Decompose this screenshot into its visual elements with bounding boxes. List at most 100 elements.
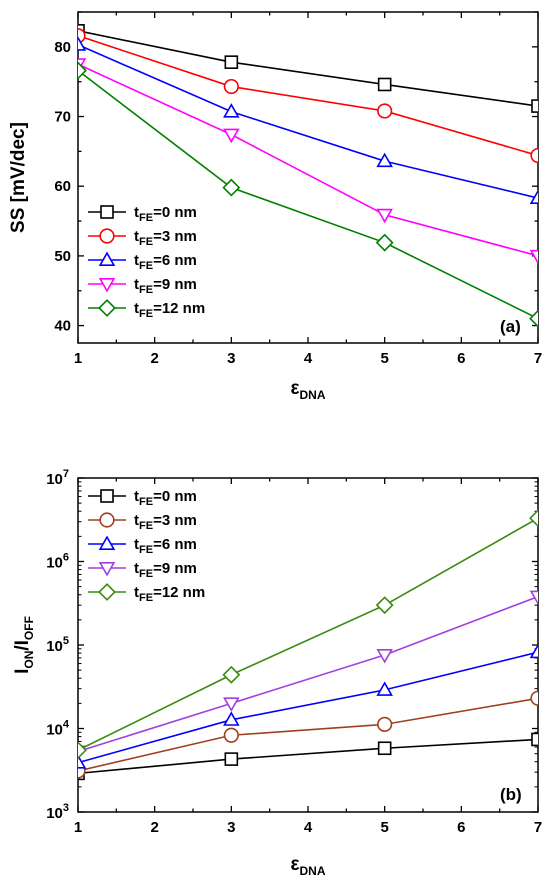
data-point	[531, 99, 538, 113]
series-line	[78, 34, 538, 157]
legend-marker	[98, 251, 116, 266]
data-point	[376, 208, 393, 224]
data-point	[377, 716, 393, 732]
data-point	[529, 189, 538, 205]
y-tick-label: 50	[54, 248, 71, 265]
x-tick-label: 7	[534, 819, 542, 836]
data-point	[529, 309, 538, 328]
series-line	[78, 44, 538, 199]
data-point	[529, 643, 538, 659]
x-tick-label: 1	[74, 819, 82, 836]
data-point	[223, 78, 239, 95]
legend-label: tFE=6 nm	[134, 536, 197, 556]
x-tick-label: 3	[227, 819, 235, 836]
data-point	[529, 249, 538, 265]
y-tick-label: 103	[46, 802, 69, 822]
series-line	[78, 651, 538, 764]
data-point	[223, 697, 240, 712]
x-axis-title: εDNA	[290, 854, 325, 878]
legend-marker	[100, 489, 114, 503]
series-line	[78, 30, 538, 107]
x-tick-label: 6	[457, 819, 465, 836]
series-line	[78, 595, 538, 753]
y-tick-label: 107	[46, 468, 69, 488]
y-axis-title: ION/IOFF	[12, 616, 36, 674]
legend-marker	[98, 583, 116, 601]
series-line	[78, 697, 538, 772]
legend-label: tFE=12 nm	[134, 300, 205, 320]
data-point	[376, 648, 393, 664]
legend-label: tFE=3 nm	[134, 512, 197, 532]
x-tick-label: 4	[304, 350, 313, 367]
legend-label: tFE=3 nm	[134, 228, 197, 248]
data-point	[223, 128, 240, 144]
y-tick-label: 106	[46, 552, 69, 572]
chart-panel-a: 1 2 3 4 5 6 7 40 50 60 70 80 εDNA SS [mV/dec] tFE=0 nm…	[8, 11, 542, 402]
x-tick-label: 1	[74, 350, 82, 367]
data-point	[78, 61, 87, 80]
legend-marker	[98, 535, 116, 550]
series-line	[78, 517, 538, 751]
data-point	[224, 55, 239, 69]
legend-label: tFE=0 nm	[134, 488, 197, 508]
data-point	[78, 741, 87, 760]
data-point	[529, 509, 538, 528]
x-tick-label: 5	[380, 819, 388, 836]
legend-marker	[98, 562, 116, 577]
y-tick-label: 60	[54, 178, 71, 195]
series-line	[78, 738, 538, 775]
data-point	[223, 103, 240, 118]
data-point	[78, 754, 87, 769]
panel-label: (a)	[500, 317, 521, 336]
data-point	[376, 152, 393, 168]
data-point	[222, 665, 241, 684]
data-point	[78, 36, 87, 51]
panel-label: (b)	[500, 785, 522, 804]
data-point	[376, 681, 393, 696]
series-layer	[78, 509, 538, 781]
data-point	[377, 741, 392, 756]
data-point	[223, 727, 239, 743]
legend-marker	[99, 228, 115, 244]
legend-marker	[98, 278, 116, 293]
x-tick-label: 5	[380, 350, 388, 367]
series-layer	[78, 24, 538, 328]
data-point	[224, 752, 239, 766]
legend-label: tFE=9 nm	[134, 560, 197, 580]
data-point	[377, 103, 393, 119]
y-tick-label: 105	[46, 635, 69, 655]
y-tick-label: 80	[54, 39, 71, 56]
data-point	[529, 590, 538, 606]
y-tick-label: 70	[54, 109, 71, 126]
legend-marker	[98, 299, 116, 317]
y-tick-label: 40	[54, 318, 71, 335]
legend-label: tFE=12 nm	[134, 584, 205, 604]
x-tick-label: 2	[150, 350, 158, 367]
x-tick-label: 4	[304, 819, 313, 836]
data-point	[223, 711, 240, 726]
y-axis-title: SS [mV/dec]	[8, 122, 29, 233]
x-tick-label: 3	[227, 350, 235, 367]
y-tick-label: 104	[46, 719, 70, 739]
data-point	[222, 178, 241, 197]
x-tick-label: 7	[534, 350, 542, 367]
data-point	[530, 147, 538, 164]
legend-label: tFE=9 nm	[134, 276, 197, 296]
data-point	[377, 77, 392, 92]
data-point	[375, 596, 394, 615]
legend-marker	[100, 205, 114, 219]
data-point	[375, 233, 394, 252]
legend-label: tFE=0 nm	[134, 204, 197, 224]
series-line	[78, 69, 538, 320]
x-axis-title: εDNA	[290, 378, 325, 402]
series-line	[78, 63, 538, 257]
data-point	[530, 690, 538, 706]
x-tick-label: 2	[150, 819, 158, 836]
x-tick-label: 6	[457, 350, 465, 367]
data-point	[531, 732, 538, 747]
legend-label: tFE=6 nm	[134, 252, 197, 272]
data-point	[78, 28, 86, 44]
chart-panel-b: 1 2 3 4 5 6 7 103 104 105 106 107 εDNA ION/IOFF tFE=0 …	[12, 468, 542, 878]
legend-marker	[99, 512, 115, 528]
